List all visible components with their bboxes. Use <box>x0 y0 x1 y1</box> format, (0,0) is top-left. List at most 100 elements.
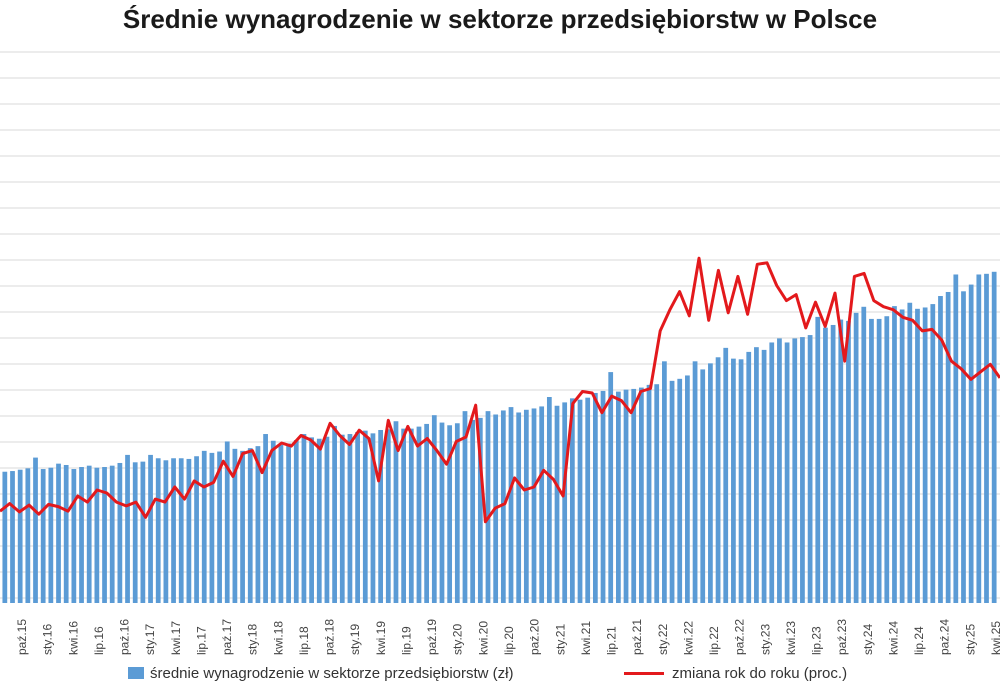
bar <box>385 429 391 603</box>
bar <box>577 399 583 603</box>
bar <box>324 436 330 603</box>
bar <box>194 456 199 603</box>
bar <box>416 426 422 603</box>
bar <box>447 425 453 603</box>
bar <box>846 320 851 603</box>
bar <box>623 389 629 603</box>
bar <box>278 444 284 603</box>
bar <box>186 458 192 603</box>
bar <box>470 419 476 603</box>
bar <box>876 318 882 603</box>
bar <box>33 457 38 603</box>
bar <box>815 316 821 603</box>
bar <box>462 411 468 603</box>
bar-series <box>2 271 997 603</box>
x-tick-label: paź.17 <box>220 619 234 655</box>
bar <box>754 347 759 603</box>
bar <box>915 308 920 603</box>
bar <box>692 361 698 603</box>
bar <box>531 408 537 603</box>
bar <box>861 306 867 603</box>
x-tick-label: paź.18 <box>323 619 337 655</box>
bar <box>646 384 652 603</box>
bar <box>715 357 721 603</box>
bar <box>608 372 614 603</box>
bar <box>293 440 299 603</box>
bar <box>892 306 897 603</box>
x-tick-label: lip.17 <box>194 626 208 655</box>
bar <box>355 432 360 603</box>
bar <box>148 454 153 603</box>
bar <box>708 363 713 603</box>
bar <box>899 309 905 603</box>
bar <box>961 291 966 603</box>
bar <box>784 342 790 603</box>
bar <box>953 274 959 603</box>
bar <box>777 338 782 603</box>
bar <box>201 450 207 603</box>
x-tick-label: kwi.19 <box>374 621 388 655</box>
bar <box>677 378 683 603</box>
bar <box>454 423 460 603</box>
x-tick-label: kwi.23 <box>784 621 798 655</box>
bar <box>516 412 522 603</box>
x-tick-label: lip.24 <box>912 626 926 655</box>
bar <box>56 463 61 603</box>
bar <box>286 443 291 603</box>
bar <box>140 461 146 603</box>
x-tick-label: sty.21 <box>553 624 567 655</box>
legend-swatch-line <box>624 671 664 675</box>
chart-title: Średnie wynagrodzenie w sektorze przedsi… <box>122 4 878 34</box>
bar <box>807 335 813 603</box>
x-tick-label: paź.21 <box>630 619 644 655</box>
bar <box>255 446 261 603</box>
bar <box>155 458 161 603</box>
x-tick-label: kwi.16 <box>66 621 80 655</box>
bar <box>109 465 115 603</box>
bar <box>938 296 943 603</box>
bar <box>616 391 621 603</box>
bar <box>240 450 245 603</box>
x-tick-label: lip.20 <box>502 626 516 655</box>
legend-item-line: zmiana rok do roku (proc.) <box>624 662 847 684</box>
x-tick-label: paź.23 <box>835 619 849 655</box>
bar <box>117 462 123 603</box>
bar <box>270 440 276 603</box>
bar <box>178 458 184 603</box>
bar <box>94 467 100 603</box>
bar <box>339 434 345 603</box>
x-tick-label: sty.20 <box>451 624 465 655</box>
bar <box>370 433 376 603</box>
bar <box>347 434 353 603</box>
bar <box>316 438 322 603</box>
bar <box>362 430 368 603</box>
x-tick-label: sty.18 <box>246 624 260 655</box>
bar <box>800 337 805 603</box>
bar <box>163 460 169 603</box>
bar <box>685 375 690 603</box>
x-tick-label: kwi.21 <box>579 621 593 655</box>
bar <box>539 406 545 603</box>
x-tick-label: paź.22 <box>733 619 747 655</box>
bar <box>63 464 69 603</box>
bar <box>132 462 138 603</box>
bar <box>125 454 130 603</box>
bar <box>10 471 15 603</box>
legend-item-bars: średnie wynagrodzenie w sektorze przedsi… <box>128 662 514 684</box>
bar <box>309 437 314 603</box>
bar <box>263 434 268 603</box>
x-tick-label: lip.16 <box>92 626 106 655</box>
x-tick-label: paź.20 <box>528 619 542 655</box>
bar <box>639 387 644 603</box>
bar <box>769 342 775 603</box>
x-tick-label: lip.18 <box>297 626 311 655</box>
bar <box>393 421 399 603</box>
bar <box>301 434 307 603</box>
bar <box>247 448 253 603</box>
bar <box>761 349 767 603</box>
bar <box>562 402 568 603</box>
x-axis-ticks: paź.15 sty.16 kwi.16 lip.16 paź.16 sty.17 kwi.… <box>15 619 1000 655</box>
legend-swatch-bars <box>128 667 144 679</box>
bar <box>991 271 997 603</box>
